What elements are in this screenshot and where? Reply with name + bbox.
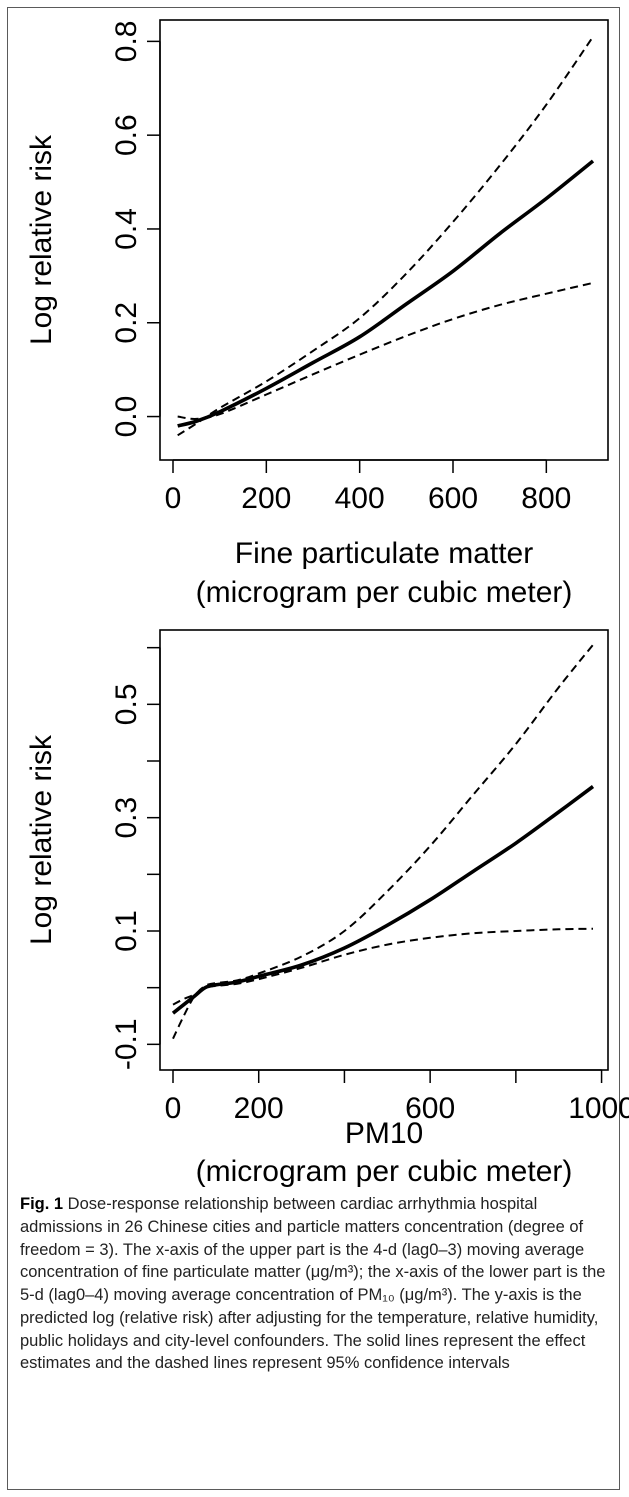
confidence-interval-line <box>172 644 594 1040</box>
x-axis-label: Fine particulate matter <box>235 537 533 570</box>
y-axis-label: Log relative risk <box>25 134 58 345</box>
chart-pm25: 0 200 400 600 800 0.0 0.2 0.4 0.6 0.8 Fine parti… <box>25 19 609 609</box>
x-tick-label: 1000 <box>568 1092 629 1125</box>
x-axis-label-units: (microgram per cubic meter) <box>196 1155 573 1188</box>
plot-area-box <box>159 19 609 461</box>
caption-text: Dose-response relationship between cardi… <box>20 1195 606 1373</box>
y-tick-label: 0.1 <box>110 910 143 952</box>
estimate-line <box>177 159 595 428</box>
y-axis: -0.1 0.1 0.3 0.5 <box>110 646 161 1070</box>
x-axis: 0 200 400 600 800 <box>165 459 571 515</box>
y-tick-label: 0.5 <box>110 683 143 725</box>
figure-frame <box>7 7 620 1490</box>
y-tick-label: -0.1 <box>110 1018 143 1070</box>
x-axis-label-units: (microgram per cubic meter) <box>196 576 573 609</box>
plot-area-box <box>159 629 609 1071</box>
confidence-interval-line <box>177 36 594 437</box>
x-axis: 0 200 600 1000 <box>165 1069 629 1125</box>
y-tick-label: 0.6 <box>110 114 143 156</box>
y-tick-label: 0.8 <box>110 21 143 63</box>
y-tick-label: 0.3 <box>110 797 143 839</box>
estimate-line <box>171 785 595 1015</box>
x-tick-label: 600 <box>428 482 478 515</box>
chart-marks <box>177 36 595 437</box>
chart-marks <box>171 644 595 1040</box>
figure-label: Fig. 1 <box>20 1195 64 1213</box>
x-tick-label: 400 <box>335 482 385 515</box>
y-axis-label: Log relative risk <box>25 734 58 945</box>
x-axis-label: PM10 <box>345 1117 423 1150</box>
y-tick-label: 0.4 <box>110 208 143 250</box>
x-tick-label: 800 <box>521 482 571 515</box>
y-tick-label: 0.2 <box>110 302 143 344</box>
x-tick-label: 600 <box>405 1092 455 1125</box>
y-axis: 0.0 0.2 0.4 0.6 0.8 <box>110 21 161 438</box>
figure-caption: Fig. 1 Dose-response relationship betwee… <box>20 1193 610 1375</box>
chart-pm10: 0 200 600 1000 -0.1 0.1 0.3 0.5 PM10 (microgra… <box>25 629 629 1188</box>
confidence-interval-line <box>172 927 594 1006</box>
y-tick-label: 0.0 <box>110 396 143 438</box>
x-tick-label: 0 <box>165 1092 182 1125</box>
x-tick-label: 200 <box>241 482 291 515</box>
confidence-interval-line <box>177 281 594 420</box>
x-tick-label: 200 <box>234 1092 284 1125</box>
x-tick-label: 0 <box>165 482 182 515</box>
